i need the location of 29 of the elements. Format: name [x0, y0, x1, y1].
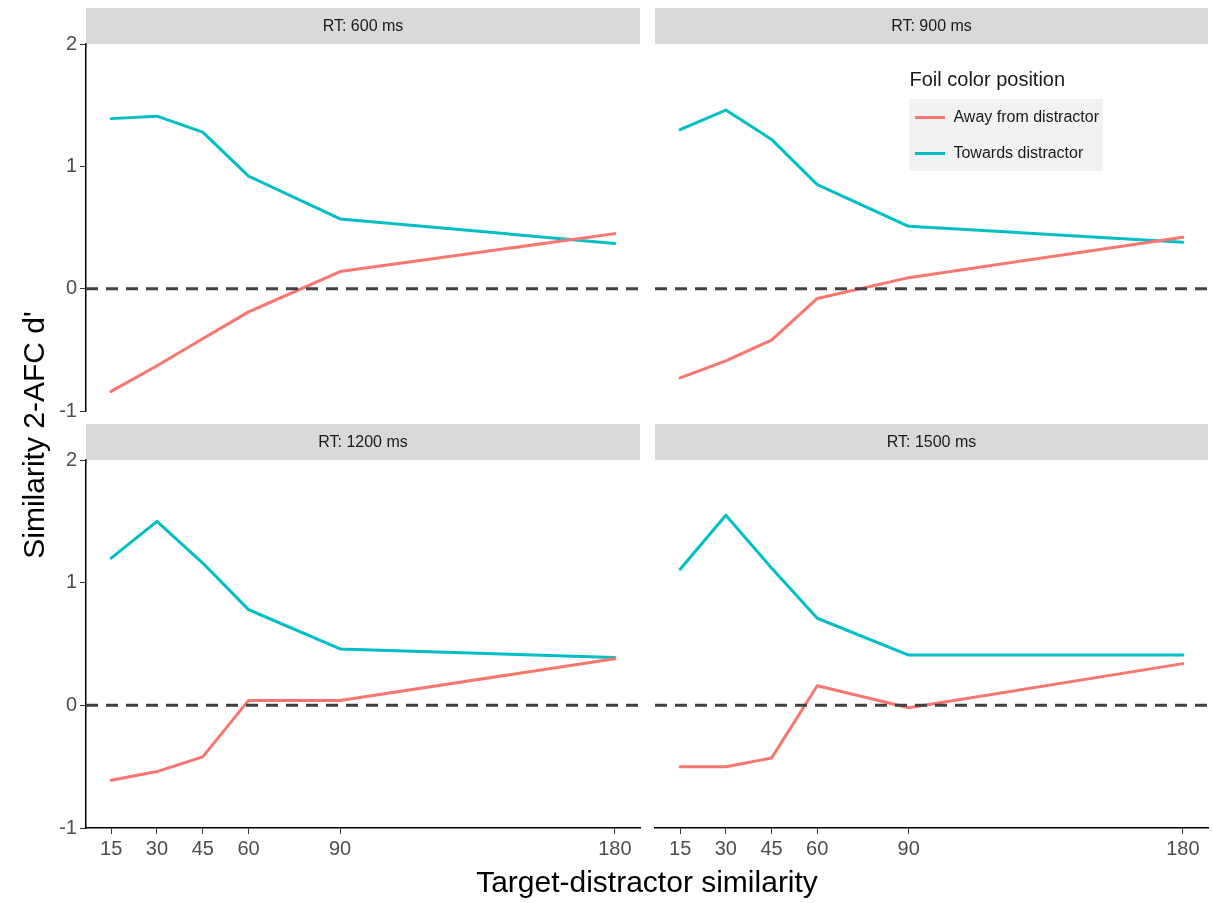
- chart-title: RT: 1500 ms: [655, 424, 1208, 460]
- y-tick-label: -1: [59, 398, 77, 421]
- y-tick-label: 2: [65, 447, 77, 470]
- x-tick-label: 30: [714, 836, 737, 859]
- x-tick-label: 180: [598, 836, 632, 859]
- x-tick-label: 180: [1166, 836, 1200, 859]
- y-axis-title: Similarity 2-AFC d': [17, 311, 51, 559]
- chart-title: RT: 600 ms: [86, 8, 640, 44]
- x-tick-label: 15: [669, 836, 692, 859]
- x-tick-label: 30: [145, 836, 169, 859]
- legend-label: Away from distractor: [953, 108, 1099, 126]
- y-tick-label: 2: [65, 31, 77, 54]
- x-axis-title: Target-distractor similarity: [476, 865, 818, 899]
- y-tick-label: 0: [65, 276, 77, 299]
- y-tick-label: -1: [59, 815, 77, 838]
- x-tick-label: 60: [806, 836, 829, 859]
- x-tick-label: 15: [100, 836, 123, 859]
- x-tick-label: 45: [760, 836, 783, 859]
- x-tick-label: 45: [191, 836, 214, 859]
- x-tick-label: 90: [328, 836, 352, 859]
- y-tick-label: 1: [65, 153, 77, 176]
- x-tick-label: 90: [897, 836, 920, 859]
- chart-title: RT: 1200 ms: [86, 424, 640, 460]
- legend-label: Towards distractor: [953, 144, 1084, 162]
- x-tick-label: 60: [237, 836, 260, 859]
- y-tick-label: 0: [65, 692, 77, 715]
- legend-title: Foil color position: [909, 68, 1067, 91]
- y-tick-label: 1: [65, 570, 77, 593]
- chart-title: RT: 900 ms: [655, 8, 1208, 44]
